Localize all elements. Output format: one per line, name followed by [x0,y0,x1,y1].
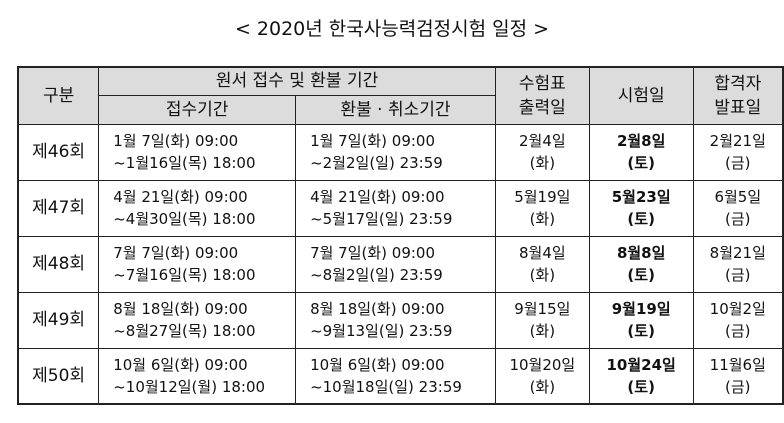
table-row: 제46회 1월 7일(화) 09:00 ~1월16일(목) 18:00 1월 7… [17,123,784,181]
ticket-date: 10월20일 [509,355,576,374]
exam-date: 2월8일 [616,132,666,150]
receipt-start: 10월 6일(화) 09:00 [113,355,248,374]
ticket-date-cell: 5월19일 (화) [494,179,590,237]
receipt-end: ~10월12일(월) 18:00 [113,377,266,396]
receipt-end: ~8월27일(목) 18:00 [113,322,256,340]
ticket-date-cell: 10월20일 (화) [494,347,590,405]
announce-weekday: (금) [725,377,751,396]
receipt-period-cell: 10월 6일(화) 09:00 ~10월12일(월) 18:00 [98,347,297,405]
exam-date: 5월23일 [611,188,671,206]
table-row: 제49회 8월 18일(화) 09:00 ~8월27일(목) 18:00 8월 … [17,291,784,349]
exam-date: 9월19일 [611,300,671,318]
refund-start: 1월 7일(화) 09:00 [310,132,436,150]
announce-weekday: (금) [725,322,751,340]
header-application-period: 원서 접수 및 환불 기간 [98,66,496,96]
announce-weekday: (금) [725,266,751,284]
announce-date: 6월5일 [714,188,762,206]
ticket-weekday: (화) [529,377,556,396]
announce-weekday: (금) [725,154,751,172]
receipt-end: ~1월16일(목) 18:00 [113,154,256,172]
exam-weekday: (토) [627,210,655,228]
refund-period-cell: 8월 18일(화) 09:00 ~9월13일(일) 23:59 [295,291,496,349]
exam-date-cell: 9월19일 (토) [588,291,694,349]
round-cell: 제49회 [17,291,100,349]
ticket-date: 2월4일 [518,132,566,150]
ticket-date-cell: 8월4일 (화) [494,235,590,293]
table-row: 제50회 10월 6일(화) 09:00 ~10월12일(월) 18:00 10… [17,347,784,405]
receipt-start: 4월 21일(화) 09:00 [113,188,248,206]
header-receipt-period: 접수기간 [98,94,297,125]
header-exam-date: 시험일 [588,66,694,125]
announce-date: 11월6일 [709,355,766,374]
refund-period-cell: 7월 7일(화) 09:00 ~8월2일(일) 23:59 [295,235,496,293]
ticket-weekday: (화) [529,322,556,340]
header-ticket-print-line2: 출력일 [518,97,566,118]
ticket-weekday: (화) [529,154,556,172]
header-ticket-print: 수험표 출력일 [494,66,590,125]
table-row: 제47회 4월 21일(화) 09:00 ~4월30일(목) 18:00 4월 … [17,179,784,237]
page-title: < 2020년 한국사능력검정시험 일정 > [234,18,550,40]
ticket-date: 8월4일 [518,244,566,262]
header-announce-line1: 합격자 [714,73,762,94]
header-category: 구분 [17,66,100,125]
exam-date: 8월8일 [616,244,666,262]
round-cell: 제48회 [17,235,100,293]
table-row: 제48회 7월 7일(화) 09:00 ~7월16일(목) 18:00 7월 7… [17,235,784,293]
exam-date-cell: 10월24일 (토) [588,347,694,405]
refund-start: 10월 6일(화) 09:00 [310,355,445,374]
header-announce-line2: 발표일 [714,97,762,118]
exam-weekday: (토) [627,154,655,172]
receipt-start: 1월 7일(화) 09:00 [113,132,239,150]
receipt-start: 8월 18일(화) 09:00 [113,300,248,318]
refund-end: ~5월17일(일) 23:59 [310,210,453,228]
receipt-end: ~4월30일(목) 18:00 [113,210,256,228]
refund-end: ~2월2일(일) 23:59 [310,154,443,172]
announce-date: 10월2일 [709,300,766,318]
exam-date-cell: 5월23일 (토) [588,179,694,237]
receipt-period-cell: 8월 18일(화) 09:00 ~8월27일(목) 18:00 [98,291,297,349]
receipt-end: ~7월16일(목) 18:00 [113,266,256,284]
ticket-date-cell: 9월15일 (화) [494,291,590,349]
header-refund-period: 환불 · 취소기간 [295,94,496,125]
exam-weekday: (토) [627,377,655,396]
exam-date-cell: 8월8일 (토) [588,235,694,293]
refund-start: 4월 21일(화) 09:00 [310,188,445,206]
ticket-date-cell: 2월4일 (화) [494,123,590,181]
receipt-start: 7월 7일(화) 09:00 [113,244,239,262]
ticket-date: 9월15일 [514,300,571,318]
refund-period-cell: 4월 21일(화) 09:00 ~5월17일(일) 23:59 [295,179,496,237]
header-announce-date: 합격자 발표일 [692,66,784,125]
announce-date: 8월21일 [709,244,766,262]
schedule-table: 구분 원서 접수 및 환불 기간 수험표 출력일 시험일 합격자 발표일 접수기… [17,66,784,405]
announce-date-cell: 8월21일 (금) [692,235,784,293]
refund-end: ~10월18일(일) 23:59 [310,377,462,396]
exam-weekday: (토) [627,266,655,284]
ticket-weekday: (화) [529,266,556,284]
announce-date-cell: 11월6일 (금) [692,347,784,405]
ticket-date: 5월19일 [514,188,571,206]
exam-weekday: (토) [627,322,655,340]
exam-date: 10월24일 [606,355,676,374]
round-cell: 제47회 [17,179,100,237]
receipt-period-cell: 7월 7일(화) 09:00 ~7월16일(목) 18:00 [98,235,297,293]
refund-period-cell: 10월 6일(화) 09:00 ~10월18일(일) 23:59 [295,347,496,405]
refund-end: ~9월13일(일) 23:59 [310,322,453,340]
round-cell: 제50회 [17,347,100,405]
refund-start: 7월 7일(화) 09:00 [310,244,436,262]
announce-date-cell: 2월21일 (금) [692,123,784,181]
refund-end: ~8월2일(일) 23:59 [310,266,443,284]
receipt-period-cell: 4월 21일(화) 09:00 ~4월30일(목) 18:00 [98,179,297,237]
announce-date-cell: 6월5일 (금) [692,179,784,237]
refund-start: 8월 18일(화) 09:00 [310,300,445,318]
announce-weekday: (금) [725,210,751,228]
header-ticket-print-line1: 수험표 [518,73,566,94]
exam-date-cell: 2월8일 (토) [588,123,694,181]
round-cell: 제46회 [17,123,100,181]
ticket-weekday: (화) [529,210,556,228]
receipt-period-cell: 1월 7일(화) 09:00 ~1월16일(목) 18:00 [98,123,297,181]
refund-period-cell: 1월 7일(화) 09:00 ~2월2일(일) 23:59 [295,123,496,181]
announce-date-cell: 10월2일 (금) [692,291,784,349]
announce-date: 2월21일 [709,132,766,150]
